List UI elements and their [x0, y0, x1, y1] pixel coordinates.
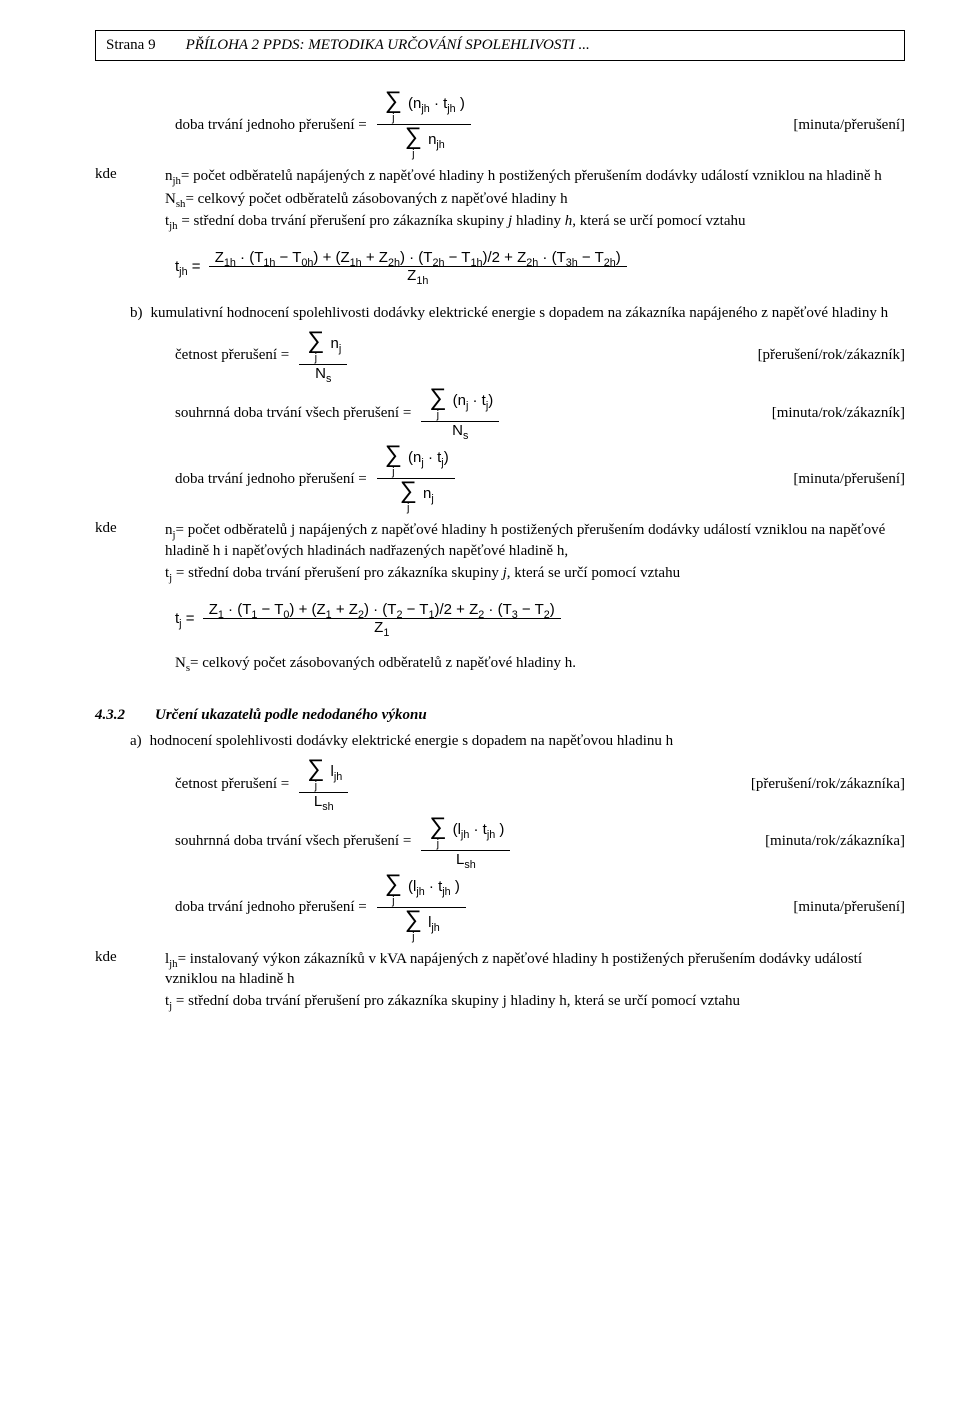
formula-single-duration-b: doba trvání jednoho přerušení = ∑j (nj ·…	[175, 443, 905, 514]
formula-total-duration-432: souhrnná doba trvání všech přerušení = ∑…	[175, 815, 905, 868]
equation-tjh: tjh = Z1h · (T1h − T0h) + (Z1h + Z2h) · …	[175, 249, 905, 285]
section-heading-432: 4.3.2 Určení ukazatelů podle nedodaného …	[95, 705, 905, 725]
formula-label: doba trvání jednoho přerušení =	[175, 469, 367, 489]
formula-label: doba trvání jednoho přerušení =	[175, 897, 367, 917]
unit: [minuta/přerušení]	[773, 115, 905, 135]
equation-tj: tj = Z1 · (T1 − T0) + (Z1 + Z2) · (T2 − …	[175, 601, 905, 637]
unit: [minuta/přerušení]	[773, 897, 905, 917]
def-line: njh= počet odběratelů napájených z napěť…	[165, 166, 905, 186]
section-title: Určení ukazatelů podle nedodaného výkonu	[155, 705, 427, 725]
formula-duration-single-1: doba trvání jednoho přerušení = ∑j (njh …	[175, 89, 905, 160]
def-line: Ns= celkový počet zásobovaných odběratel…	[175, 653, 905, 673]
list-text: hodnocení spolehlivosti dodávky elektric…	[150, 731, 674, 751]
formula-frequency-432: četnost přerušení = ∑j ljh Lsh [přerušen…	[175, 757, 905, 810]
fraction: ∑j (nj · tj) ∑j nj	[377, 443, 455, 514]
list-item-b: b) kumulativní hodnocení spolehlivosti d…	[130, 303, 905, 323]
header-title: PŘÍLOHA 2 PPDS: METODIKA URČOVÁNÍ SPOLEH…	[186, 35, 590, 55]
section-number: 4.3.2	[95, 705, 125, 725]
definition-block-3: kde ljh= instalovaný výkon zákazníků v k…	[95, 947, 905, 1014]
formula-total-duration-b: souhrnná doba trvání všech přerušení = ∑…	[175, 386, 905, 439]
kde-label: kde	[95, 164, 135, 184]
def-line: Nsh= celkový počet odběratelů zásobovaný…	[165, 189, 905, 209]
formula-label: souhrnná doba trvání všech přerušení =	[175, 403, 411, 423]
definition-block-1: kde njh= počet odběratelů napájených z n…	[95, 164, 905, 233]
def-line: tj = střední doba trvání přerušení pro z…	[165, 563, 905, 583]
formula-label: četnost přerušení =	[175, 774, 289, 794]
fraction: ∑j nj Ns	[299, 329, 347, 382]
kde-label: kde	[95, 518, 135, 538]
def-line: tjh = střední doba trvání přerušení pro …	[165, 211, 905, 231]
unit: [přerušení/rok/zákazníka]	[731, 774, 905, 794]
def-line: nj= počet odběratelů j napájených z napě…	[165, 520, 905, 561]
formula-frequency-b: četnost přerušení = ∑j nj Ns [přerušení/…	[175, 329, 905, 382]
page-number: Strana 9	[106, 35, 156, 55]
definition-block-2: kde nj= počet odběratelů j napájených z …	[95, 518, 905, 585]
unit: [minuta/přerušení]	[773, 469, 905, 489]
list-item-a: a) hodnocení spolehlivosti dodávky elekt…	[130, 731, 905, 751]
unit: [minuta/rok/zákazník]	[752, 403, 905, 423]
list-marker: b)	[130, 303, 143, 323]
def-line: tj = střední doba trvání přerušení pro z…	[165, 991, 905, 1011]
formula-single-duration-432: doba trvání jednoho přerušení = ∑j (ljh …	[175, 872, 905, 943]
fraction: ∑j (njh · tjh ) ∑j njh	[377, 89, 471, 160]
unit: [minuta/rok/zákazníka]	[745, 831, 905, 851]
formula-label: doba trvání jednoho přerušení =	[175, 115, 367, 135]
formula-label: souhrnná doba trvání všech přerušení =	[175, 831, 411, 851]
formula-label: četnost přerušení =	[175, 345, 289, 365]
page-header: Strana 9 PŘÍLOHA 2 PPDS: METODIKA URČOVÁ…	[95, 30, 905, 61]
list-marker: a)	[130, 731, 142, 751]
kde-label: kde	[95, 947, 135, 967]
fraction: ∑j (nj · tj) Ns	[421, 386, 499, 439]
unit: [přerušení/rok/zákazník]	[738, 345, 905, 365]
list-text: kumulativní hodnocení spolehlivosti dodá…	[151, 303, 906, 323]
def-line: ljh= instalovaný výkon zákazníků v kVA n…	[165, 949, 905, 990]
